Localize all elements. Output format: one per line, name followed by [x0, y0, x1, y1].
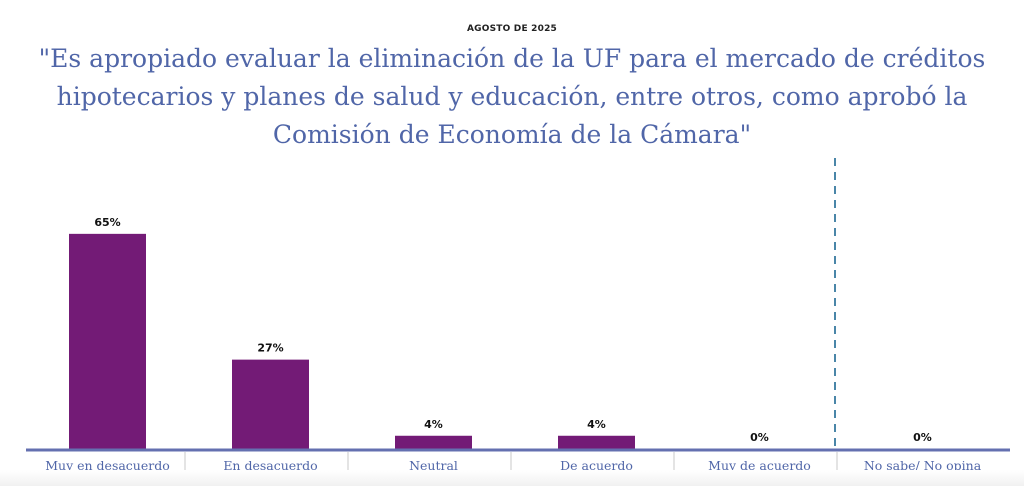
- chart-subtitle-date: AGOSTO DE 2025: [466, 24, 557, 34]
- category-label: No sabe/ No opina: [864, 458, 982, 473]
- data-label: 65%: [94, 216, 120, 229]
- bar: [232, 359, 309, 449]
- category-label: Muy en desacuerdo: [45, 458, 170, 473]
- data-label: 0%: [913, 431, 932, 444]
- bar: [69, 233, 146, 449]
- bar: [395, 435, 472, 449]
- data-label: 4%: [587, 418, 606, 431]
- data-label: 0%: [750, 431, 769, 444]
- category-label: Muy de acuerdo: [708, 458, 811, 473]
- bar: [558, 435, 635, 449]
- data-label: 4%: [424, 418, 443, 431]
- category-label: Neutral: [409, 458, 458, 473]
- bottom-fade: [0, 470, 1024, 486]
- category-label: De acuerdo: [560, 458, 633, 473]
- data-label: 27%: [257, 342, 283, 355]
- chart-title: "Es apropiado evaluar la eliminación de …: [38, 44, 986, 149]
- category-label: En desacuerdo: [223, 458, 317, 473]
